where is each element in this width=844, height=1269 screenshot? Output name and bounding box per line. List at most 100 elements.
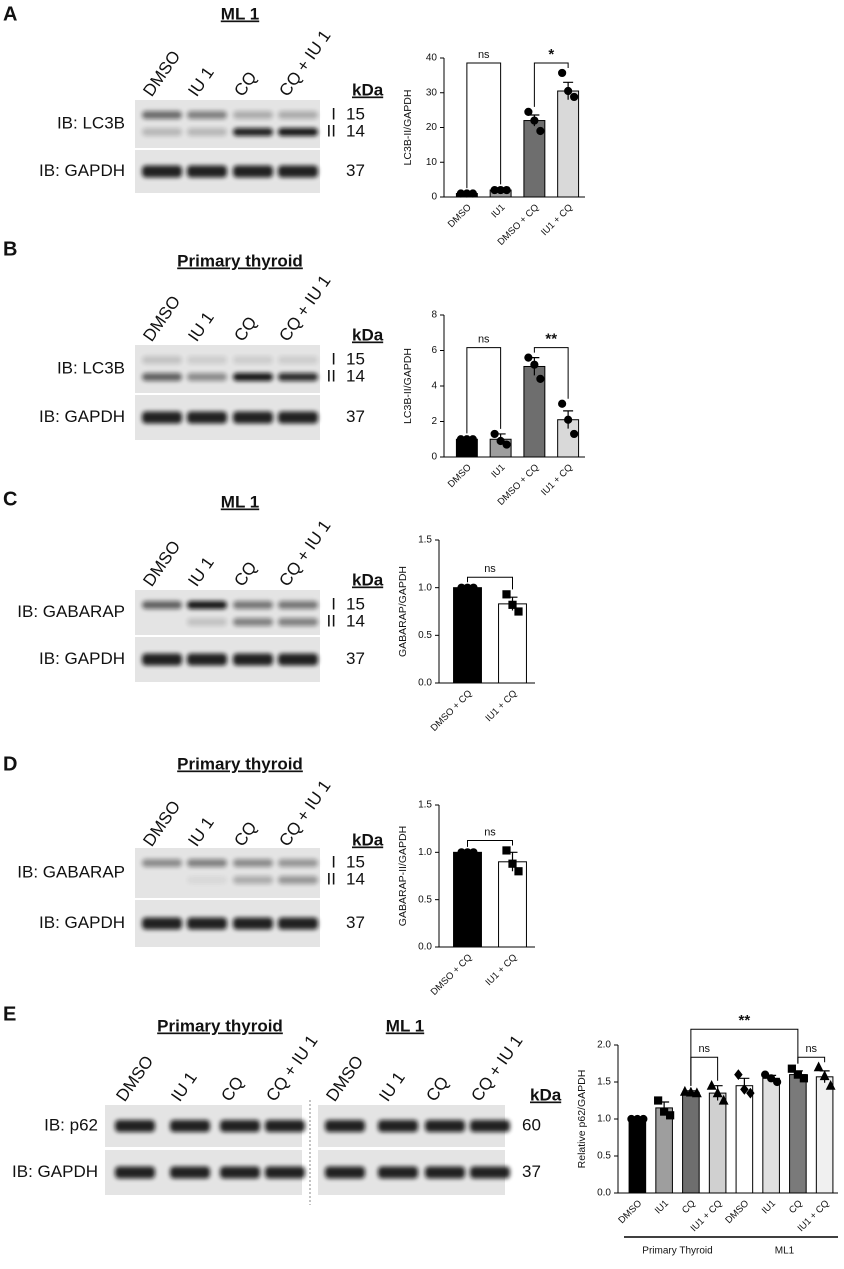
data-point <box>654 1096 663 1105</box>
y-tick-label: 40 <box>426 53 438 64</box>
band-kda: 14 <box>346 611 365 630</box>
panel-letter: B <box>3 238 17 260</box>
lane-label: CQ <box>230 68 260 100</box>
y-axis-label: GABARAP/GAPDH <box>397 566 409 657</box>
bar <box>815 1076 834 1194</box>
y-axis-label: LC3B-II/GAPDH <box>402 90 414 166</box>
band <box>220 1120 260 1132</box>
lane-label: IU 1 <box>184 308 217 344</box>
y-tick-label: 0 <box>431 192 437 203</box>
band-kda: 60 <box>522 1115 541 1134</box>
significance-label: ns <box>698 1043 710 1055</box>
band-kda: 37 <box>346 407 365 426</box>
data-point <box>502 185 511 195</box>
band <box>233 411 273 424</box>
bar <box>708 1092 727 1194</box>
band-kda: 15 <box>346 594 365 613</box>
x-tick-label: CQ <box>680 1198 698 1216</box>
significance-bracket <box>466 62 502 189</box>
data-point <box>558 68 567 78</box>
y-tick-label: 6 <box>431 345 437 356</box>
bar <box>453 851 482 948</box>
data-point <box>679 1085 690 1096</box>
band-form: I <box>331 594 336 613</box>
data-point <box>496 436 505 446</box>
band-form: II <box>327 121 336 140</box>
group-label: ML1 <box>775 1246 795 1257</box>
data-point <box>530 116 539 125</box>
band <box>187 128 227 136</box>
band <box>142 601 182 609</box>
data-point <box>530 360 539 369</box>
x-tick-label: DMSO + CQ <box>429 688 475 734</box>
band <box>233 128 273 136</box>
data-point <box>666 1111 675 1120</box>
band <box>278 373 318 381</box>
blot-background <box>135 848 320 898</box>
x-tick-label: CQ <box>787 1198 805 1216</box>
band <box>278 128 318 136</box>
band-kda: 37 <box>346 161 365 180</box>
bar <box>789 1074 807 1194</box>
band <box>187 165 227 178</box>
significance-label: ** <box>739 1012 751 1029</box>
bar <box>557 90 580 198</box>
significance-label: ns <box>484 563 496 575</box>
x-tick-label: IU1 + CQ <box>539 202 575 238</box>
band <box>233 373 273 381</box>
kda-header: kDa <box>352 570 384 589</box>
bar <box>498 603 527 684</box>
band <box>278 653 318 666</box>
lane-label: CQ + IU 1 <box>275 272 334 345</box>
band <box>278 356 318 364</box>
significance-label: * <box>548 46 554 63</box>
band <box>170 1166 210 1179</box>
kda-header: kDa <box>352 80 384 99</box>
band <box>142 411 182 424</box>
band <box>187 653 227 666</box>
y-tick-label: 1.5 <box>597 1077 611 1088</box>
band <box>187 859 227 867</box>
data-point <box>514 867 523 876</box>
significance-bracket <box>467 576 513 590</box>
data-point <box>564 415 573 424</box>
band <box>470 1120 510 1132</box>
ib-label: IB: GABARAP <box>17 862 125 881</box>
band <box>278 411 318 424</box>
data-point <box>469 848 478 857</box>
band <box>278 601 318 609</box>
lane-label: DMSO <box>139 47 184 100</box>
y-tick-label: 8 <box>431 310 437 321</box>
significance-bracket <box>533 62 569 107</box>
lane-label: CQ <box>230 558 260 590</box>
data-point <box>712 1087 723 1098</box>
band <box>187 356 227 364</box>
data-point <box>502 440 511 449</box>
y-tick-label: 1.0 <box>597 1114 611 1125</box>
y-tick-label: 0.0 <box>597 1188 611 1199</box>
data-point <box>813 1061 824 1072</box>
ib-label: IB: GAPDH <box>12 1162 98 1181</box>
data-point <box>799 1074 808 1083</box>
x-tick-label: DMSO <box>616 1198 644 1226</box>
x-tick-label: IU1 + CQ <box>483 952 519 988</box>
band <box>470 1166 510 1179</box>
y-tick-label: 1.5 <box>418 535 432 546</box>
lane-label: CQ <box>230 818 260 850</box>
data-point <box>761 1070 770 1079</box>
lane-label: CQ + IU 1 <box>467 1032 526 1105</box>
band-form: II <box>327 869 336 888</box>
band <box>233 859 273 867</box>
kda-header: kDa <box>352 325 384 344</box>
bar <box>628 1118 647 1194</box>
band <box>142 653 182 666</box>
band <box>187 111 227 119</box>
band <box>278 618 318 626</box>
x-tick-label: IU1 <box>653 1198 671 1216</box>
x-tick-label: DMSO <box>446 202 474 230</box>
data-point <box>819 1070 830 1081</box>
band <box>115 1166 155 1179</box>
data-point <box>508 859 517 868</box>
band <box>187 618 227 626</box>
band <box>278 165 318 178</box>
